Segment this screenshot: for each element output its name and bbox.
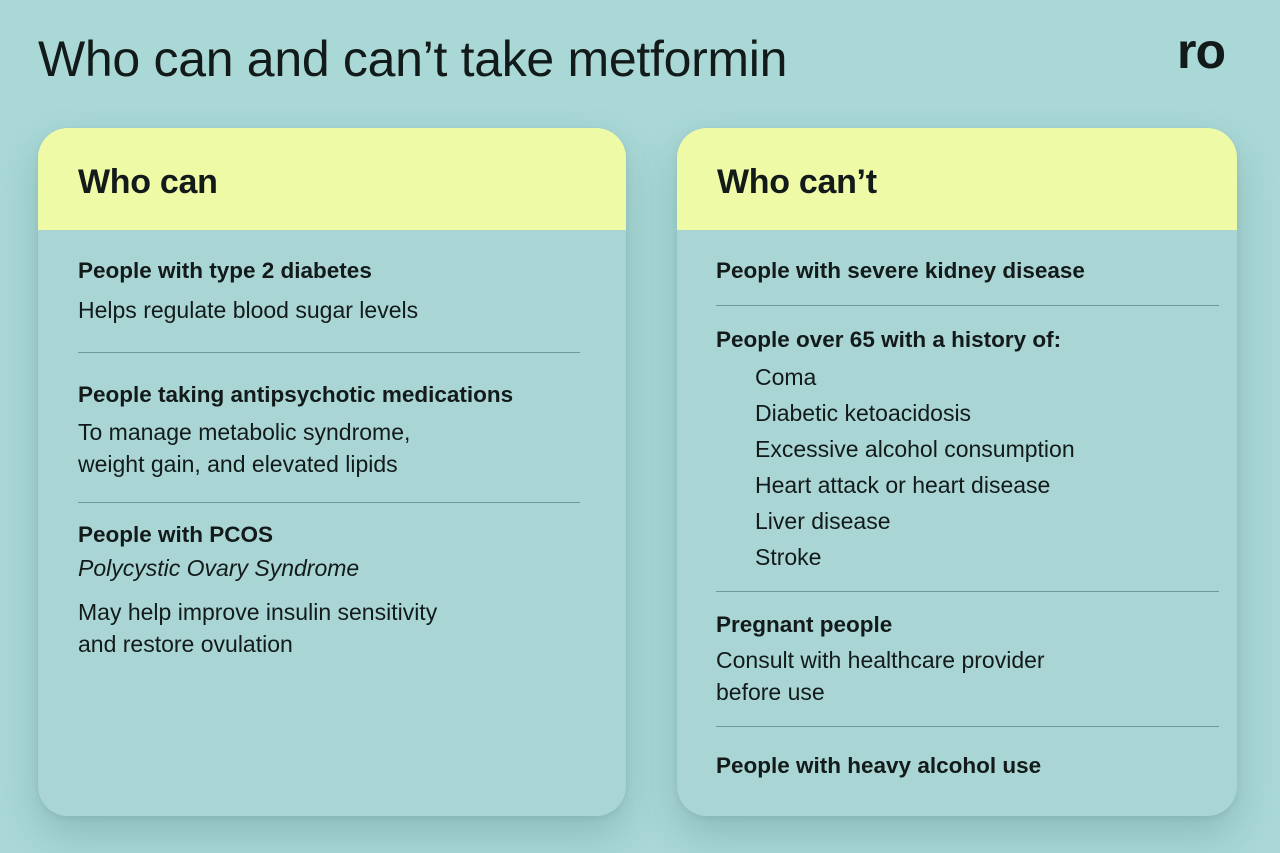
- item-description: weight gain, and elevated lipids: [78, 451, 398, 477]
- who-can-card-header: Who can: [38, 128, 626, 230]
- who-cant-item-kidney-disease: People with severe kidney disease: [716, 254, 1219, 305]
- divider: [78, 352, 580, 353]
- item-description: Helps regulate blood sugar levels: [78, 297, 419, 323]
- who-cant-heading: Who can’t: [717, 163, 877, 201]
- who-cant-list: People with severe kidney disease People…: [677, 230, 1219, 783]
- history-item: Coma: [755, 364, 817, 390]
- item-title: People with heavy alcohol use: [716, 753, 1042, 778]
- history-item: Stroke: [755, 544, 822, 570]
- who-cant-card: Who can’t People with severe kidney dise…: [677, 128, 1237, 816]
- item-description: Consult with healthcare provider: [716, 647, 1045, 673]
- item-title: Pregnant people: [716, 612, 893, 637]
- history-list: Coma Diabetic ketoacidosis Excessive alc…: [716, 359, 1219, 575]
- who-can-item-pcos: People with PCOS Polycystic Ovary Syndro…: [78, 503, 580, 660]
- divider: [78, 502, 580, 503]
- who-cant-item-pregnant: Pregnant people Consult with healthcare …: [716, 592, 1219, 726]
- divider: [716, 591, 1219, 592]
- item-title: People over 65 with a history of:: [716, 327, 1062, 352]
- page-title: Who can and can’t take metformin: [38, 31, 788, 87]
- item-description: before use: [716, 679, 825, 705]
- history-item: Diabetic ketoacidosis: [755, 400, 972, 426]
- item-title: People with severe kidney disease: [716, 258, 1085, 283]
- who-can-item-antipsychotics: People taking antipsychotic medications …: [78, 353, 580, 502]
- history-item: Heart attack or heart disease: [755, 472, 1051, 498]
- item-description: May help improve insulin sensitivity: [78, 599, 438, 625]
- who-cant-item-over-65: People over 65 with a history of: Coma D…: [716, 306, 1219, 591]
- ro-logo: ro: [1177, 23, 1226, 79]
- who-cant-item-heavy-alcohol: People with heavy alcohol use: [716, 727, 1219, 783]
- item-subtitle: Polycystic Ovary Syndrome: [78, 555, 360, 581]
- item-title: People with PCOS: [78, 522, 274, 547]
- item-description: and restore ovulation: [78, 631, 293, 657]
- who-can-heading: Who can: [78, 163, 218, 201]
- divider: [716, 726, 1219, 727]
- who-cant-card-header: Who can’t: [677, 128, 1237, 230]
- item-title: People with type 2 diabetes: [78, 258, 372, 283]
- history-item: Excessive alcohol consumption: [755, 436, 1075, 462]
- who-can-card: Who can People with type 2 diabetes Help…: [38, 128, 626, 816]
- divider: [716, 305, 1219, 306]
- item-title: People taking antipsychotic medications: [78, 382, 514, 407]
- who-can-list: People with type 2 diabetes Helps regula…: [38, 230, 580, 660]
- history-item: Liver disease: [755, 508, 891, 534]
- item-description: To manage metabolic syndrome,: [78, 419, 411, 445]
- who-can-item-type2-diabetes: People with type 2 diabetes Helps regula…: [78, 254, 580, 352]
